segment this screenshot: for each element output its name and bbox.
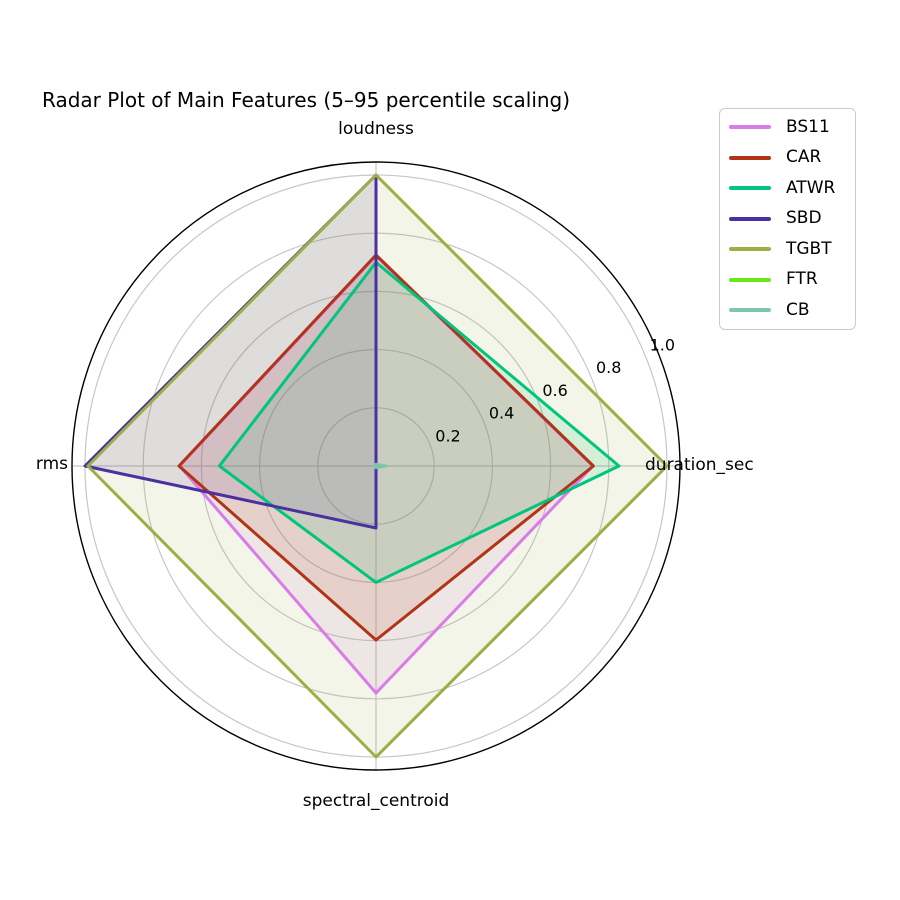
series-fill-CAR	[179, 255, 594, 640]
r-tick-label: 1.0	[650, 336, 675, 355]
legend-swatch-CB	[729, 308, 771, 313]
legend-item-CB: CB	[729, 295, 855, 326]
legend-label-FTR: FTR	[786, 269, 818, 290]
legend-swatch-SBD	[729, 216, 771, 221]
r-tick-label: 0.4	[489, 404, 514, 423]
legend-item-CAR: CAR	[729, 143, 855, 174]
series-fill-SBD	[85, 175, 376, 528]
legend-label-CB: CB	[786, 299, 810, 320]
radar-lines	[83, 173, 669, 759]
legend-item-TGBT: TGBT	[729, 234, 855, 265]
legend-swatch-TGBT	[729, 247, 771, 252]
series-line-SBD	[83, 173, 378, 530]
legend-swatch-CAR	[729, 155, 771, 160]
series-line-CB	[372, 462, 388, 470]
radar-tick-labels: 0.2 0.4 0.6 0.8 1.0	[435, 336, 675, 446]
legend-label-BS11: BS11	[786, 116, 830, 137]
legend-label-TGBT: TGBT	[786, 238, 832, 259]
legend-label-ATWR: ATWR	[786, 177, 836, 198]
legend-item-FTR: FTR	[729, 265, 855, 296]
axis-label-spectral-centroid: spectral_centroid	[303, 791, 450, 811]
legend-label-SBD: SBD	[786, 208, 822, 229]
series-fill-ATWR	[219, 262, 619, 583]
r-tick-label: 0.6	[542, 381, 567, 400]
legend-swatch-ATWR	[729, 186, 771, 191]
series-line-CAR	[177, 253, 595, 642]
legend-label-CAR: CAR	[786, 147, 822, 168]
axis-label-rms: rms	[36, 454, 68, 474]
legend-item-SBD: SBD	[729, 204, 855, 235]
axis-label-duration-sec: duration_sec	[645, 455, 754, 475]
axis-label-loudness: loudness	[338, 119, 414, 139]
legend-item-ATWR: ATWR	[729, 173, 855, 204]
r-tick-label: 0.2	[435, 426, 460, 445]
chart-title: Radar Plot of Main Features (5–95 percen…	[42, 88, 571, 112]
legend: BS11 CAR ATWR SBD TGBT FTR CB	[719, 108, 856, 330]
legend-swatch-BS11	[729, 125, 771, 130]
series-line-ATWR	[217, 260, 621, 584]
legend-item-BS11: BS11	[729, 112, 855, 143]
legend-swatch-FTR	[729, 277, 771, 282]
polar-spine	[71, 161, 681, 771]
r-tick-label: 0.8	[596, 358, 621, 377]
series-line-TGBT	[86, 173, 669, 759]
